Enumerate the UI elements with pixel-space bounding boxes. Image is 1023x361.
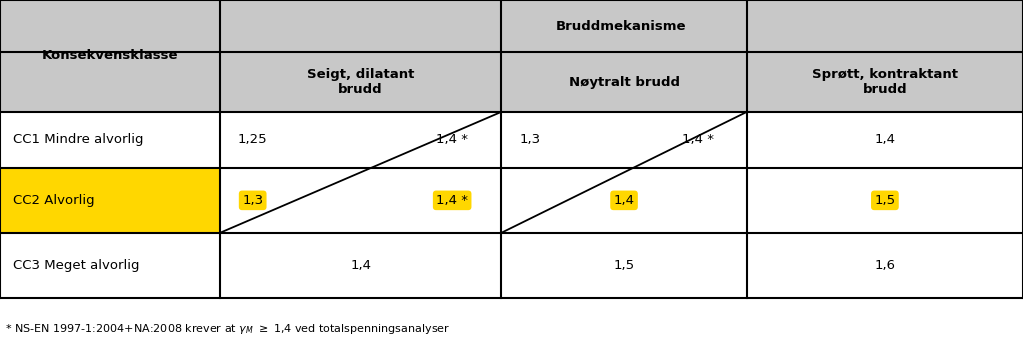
Bar (501, 233, 747, 298)
Text: 1,4 *: 1,4 * (436, 194, 469, 207)
Bar (0, 233, 220, 298)
Text: 1,4: 1,4 (875, 133, 895, 147)
Text: CC3 Meget alvorlig: CC3 Meget alvorlig (13, 259, 140, 272)
Text: 1,5: 1,5 (614, 259, 634, 272)
Text: 1,5: 1,5 (875, 194, 895, 207)
Text: Sprøtt, kontraktant
brudd: Sprøtt, kontraktant brudd (812, 68, 958, 96)
Text: 1,3: 1,3 (242, 194, 263, 207)
Bar (501, 168, 747, 233)
Bar (747, 168, 1023, 233)
Bar (0, 168, 220, 233)
Bar (0, 112, 220, 168)
Bar (0, 0, 220, 52)
Text: CC1 Mindre alvorlig: CC1 Mindre alvorlig (13, 133, 144, 147)
Text: 1,4: 1,4 (350, 259, 371, 272)
Text: * NS-EN 1997-1:2004+NA:2008 krever at $\gamma_M$ $\geq$ 1,4 ved totalspenningsan: * NS-EN 1997-1:2004+NA:2008 krever at $\… (5, 322, 450, 335)
Text: 1,4 *: 1,4 * (436, 133, 469, 147)
Text: Konsekvensklasse: Konsekvensklasse (42, 49, 178, 62)
Text: 1,4: 1,4 (614, 194, 634, 207)
Bar (220, 0, 1023, 52)
Text: Nøytralt brudd: Nøytralt brudd (569, 75, 679, 89)
Text: 1,3: 1,3 (520, 133, 540, 147)
Bar (220, 233, 501, 298)
Text: 1,25: 1,25 (238, 133, 267, 147)
Bar (501, 112, 747, 168)
Bar (747, 52, 1023, 112)
Text: 1,6: 1,6 (875, 259, 895, 272)
Bar (747, 233, 1023, 298)
Text: 1,4 *: 1,4 * (681, 133, 714, 147)
Text: CC2 Alvorlig: CC2 Alvorlig (13, 194, 95, 207)
Bar (747, 112, 1023, 168)
Bar (501, 52, 747, 112)
Bar (220, 168, 501, 233)
Bar (220, 112, 501, 168)
Bar (0, 52, 220, 112)
Text: Bruddmekanisme: Bruddmekanisme (557, 19, 686, 33)
Text: Seigt, dilatant
brudd: Seigt, dilatant brudd (307, 68, 414, 96)
Bar (220, 52, 501, 112)
